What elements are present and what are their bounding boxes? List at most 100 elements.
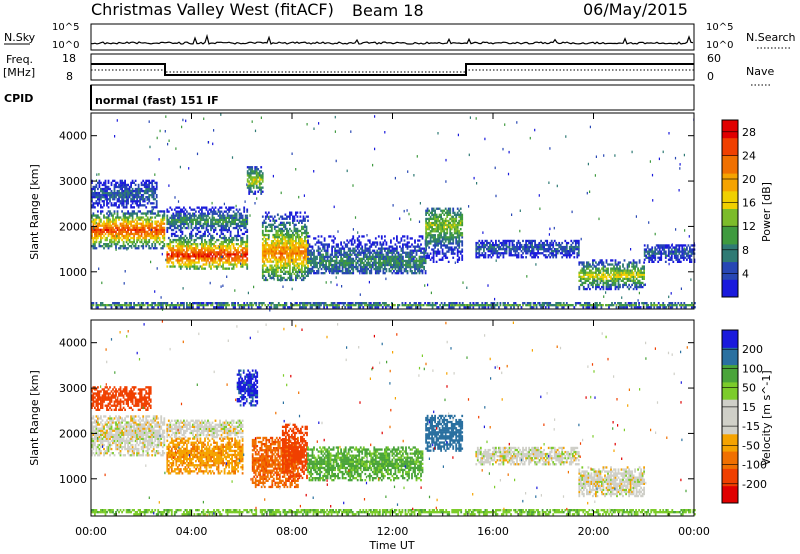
power-echo-cell <box>226 216 229 219</box>
power-echo-cell <box>535 245 538 249</box>
power-echo-cell <box>267 248 270 251</box>
power-echo-cell <box>128 189 131 193</box>
power-echo-cell <box>261 231 264 235</box>
power-echo-cell <box>231 267 233 270</box>
power-echo-cell <box>208 253 211 256</box>
power-echo-cell <box>406 259 409 263</box>
power-echo-cell <box>434 234 436 237</box>
power-echo-cell <box>189 265 191 268</box>
power-echo-cell <box>142 243 145 246</box>
power-echo-cell <box>344 245 347 248</box>
power-echo-cell <box>198 214 200 217</box>
power-echo-cell <box>368 245 371 248</box>
power-echo-cell <box>397 272 400 275</box>
power-echo-cell <box>364 263 367 267</box>
power-echo-cell <box>107 232 110 236</box>
power-echo-cell <box>322 272 324 275</box>
power-echo-cell <box>181 243 184 246</box>
power-echo-cell <box>499 241 502 245</box>
power-echo-cell <box>91 214 93 217</box>
power-echo-cell <box>581 283 584 287</box>
power-echo-cell <box>347 241 350 244</box>
power-echo-cell <box>113 218 116 221</box>
power-echo-cell <box>176 259 179 262</box>
power-echo-cell <box>343 261 346 265</box>
power-echo-cell <box>142 198 145 201</box>
power-echo-cell <box>146 232 149 236</box>
power-echo-cell <box>286 217 288 220</box>
power-echo-cell <box>616 273 618 276</box>
power-echo-cell <box>607 271 609 274</box>
power-echo-cell <box>577 239 580 243</box>
power-echo-cell <box>219 261 221 264</box>
power-echo-cell <box>502 241 505 245</box>
power-echo-cell <box>145 179 148 182</box>
power-echo-cell <box>275 231 278 235</box>
power-echo-cell <box>438 215 441 219</box>
power-echo-cell <box>140 204 143 207</box>
power-echo-cell <box>190 224 193 228</box>
power-echo-cell <box>637 281 639 285</box>
power-echo-cell <box>204 245 206 248</box>
power-echo-cell <box>298 238 300 241</box>
power-echo-cell <box>278 244 281 247</box>
power-echo-cell <box>394 261 397 265</box>
power-echo-cell <box>593 259 596 262</box>
power-echo-cell <box>137 222 140 225</box>
power-echo-cell <box>145 183 148 187</box>
power-echo-cell <box>213 222 215 226</box>
power-echo-cell <box>452 248 455 251</box>
power-echo-cell <box>220 259 223 262</box>
power-echo-cell <box>257 186 260 189</box>
power-echo-cell <box>95 185 98 189</box>
power-echo-cell <box>255 172 258 175</box>
power-echo-cell <box>403 239 406 242</box>
power-echo-cell <box>631 275 633 278</box>
power-echo-cell <box>91 220 93 223</box>
power-echo-cell <box>155 238 158 242</box>
power-echo-cell <box>376 241 379 244</box>
power-echo-cell <box>272 260 275 263</box>
power-echo-cell <box>223 253 226 256</box>
power-echo-cell <box>405 255 407 258</box>
power-echo-cell <box>192 212 194 215</box>
power-echo-cell <box>226 214 229 217</box>
power-echo-cell <box>286 229 288 233</box>
power-echo-cell <box>534 252 536 255</box>
power-echo-cell <box>361 270 364 273</box>
power-echo-cell <box>498 256 500 259</box>
power-echo-cell <box>179 243 182 246</box>
power-echo-cell <box>251 184 254 187</box>
power-echo-cell <box>579 269 582 272</box>
power-echo-cell <box>492 250 494 253</box>
power-echo-cell <box>293 252 296 255</box>
power-echo-cell <box>425 209 427 212</box>
power-echo-cell <box>335 251 338 254</box>
power-echo-cell <box>122 191 125 195</box>
power-echo-cell <box>267 244 270 247</box>
power-echo-cell <box>347 253 350 256</box>
power-echo-cell <box>461 242 464 245</box>
power-echo-cell <box>541 241 544 245</box>
power-echo-cell <box>152 189 155 193</box>
power-echo-cell <box>364 255 367 258</box>
power-echo-cell <box>119 179 122 182</box>
power-echo-cell <box>481 241 484 245</box>
power-echo-cell <box>266 260 269 263</box>
power-echo-cell <box>246 220 249 224</box>
power-echo-cell <box>181 265 184 268</box>
power-echo-cell <box>178 238 181 242</box>
power-echo-cell <box>596 269 599 272</box>
power-echo-cell <box>290 240 293 243</box>
power-echo-cell <box>261 270 264 273</box>
power-echo-cell <box>139 218 141 221</box>
power-echo-cell <box>356 243 359 246</box>
power-echo-cell <box>631 273 633 276</box>
power-echo-cell <box>166 216 169 219</box>
power-echo-cell <box>145 236 148 240</box>
power-echo-cell <box>604 273 606 276</box>
power-echo-cell <box>91 196 93 199</box>
power-echo-cell <box>538 241 541 245</box>
power-echo-cell <box>322 255 324 258</box>
power-echo-cell <box>456 226 459 229</box>
